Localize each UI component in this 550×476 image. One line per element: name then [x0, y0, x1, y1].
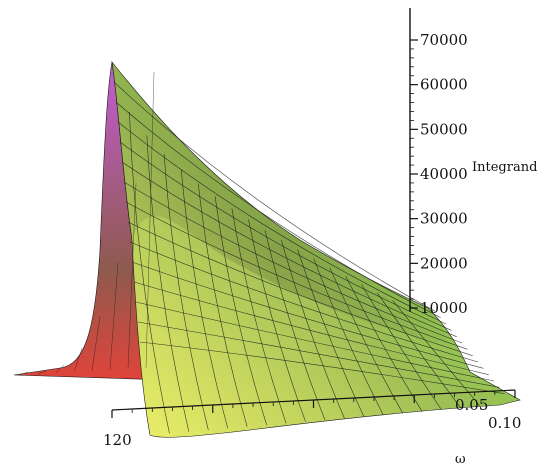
mesh-line [131, 261, 484, 369]
mesh-line [145, 71, 155, 369]
z-tick-label-50000: 50000 [420, 120, 468, 138]
mesh-line [139, 341, 505, 394]
mesh-line [119, 141, 452, 331]
z-tick-label-30000: 30000 [420, 210, 468, 228]
mesh-line [297, 249, 365, 417]
mesh-line [73, 348, 83, 373]
mesh-line [231, 208, 287, 424]
omega-tick-label-0.10: 0.10 [488, 414, 521, 432]
mesh-line [115, 101, 441, 318]
mesh-line [127, 183, 137, 370]
mesh-line [113, 81, 436, 312]
z-tick-label-70000: 70000 [420, 31, 468, 49]
mesh-line [129, 112, 170, 434]
mesh-line [109, 262, 119, 371]
surface-shading [112, 62, 450, 345]
mesh-line [121, 161, 457, 337]
mesh-line [197, 183, 248, 427]
mesh-line [129, 241, 479, 363]
x-axis-label: ω [455, 452, 466, 467]
z-tick-label-60000: 60000 [420, 76, 468, 94]
mesh-line [180, 169, 229, 429]
mesh-line [264, 229, 326, 421]
mesh-line [146, 135, 190, 432]
mesh-line [248, 219, 306, 422]
mesh-line [137, 321, 500, 388]
mesh-line [91, 315, 101, 372]
z-tick-label-40000: 40000 [420, 165, 468, 183]
mesh-line [214, 196, 267, 426]
surface-mesh [19, 71, 505, 434]
mesh-line [361, 284, 442, 411]
z-tick-label-10000: 10000 [420, 299, 468, 317]
z-axis-ticks: 10000 20000 30000 40000 50000 60000 70000 [410, 31, 468, 317]
mesh-line [55, 364, 65, 374]
mesh-line [345, 276, 423, 412]
depth-tick-label-120: 120 [103, 431, 132, 449]
mesh-line [37, 370, 47, 375]
mesh-line [125, 201, 468, 350]
mesh-line [127, 221, 473, 356]
omega-axis-ticks [111, 390, 516, 418]
mesh-line [281, 239, 345, 419]
omega-tick-label-0.05: 0.05 [455, 396, 488, 414]
mesh-line [117, 121, 447, 325]
mesh-line [135, 301, 495, 382]
z-axis-label: Integrand [472, 160, 537, 175]
mesh-line [392, 300, 481, 407]
mesh-line [376, 292, 462, 409]
mesh-line [133, 281, 489, 375]
z-tick-label-20000: 20000 [420, 254, 468, 272]
mesh-line [19, 371, 29, 376]
mesh-line [163, 153, 209, 431]
